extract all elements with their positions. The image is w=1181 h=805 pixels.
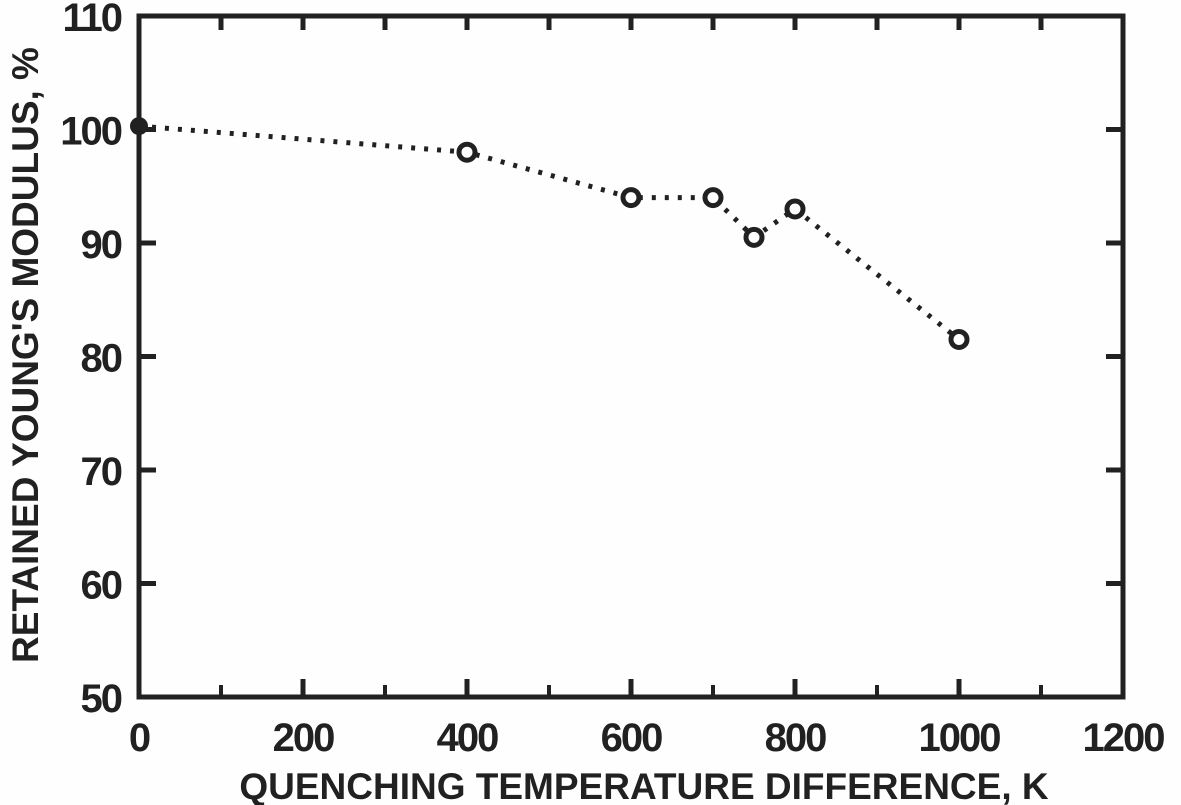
x-tick-label: 600 [601, 716, 662, 760]
y-tick-label: 90 [81, 223, 122, 267]
y-tick-label: 60 [81, 564, 122, 608]
data-series-line [138, 123, 961, 342]
y-axis-title: RETAINED YOUNG'S MODULUS, % [5, 47, 46, 663]
x-tick-label: 400 [437, 716, 498, 760]
x-tick-label: 0 [129, 716, 150, 760]
data-point-filled [130, 117, 148, 136]
plot-frame [136, 13, 1126, 700]
y-tick-label: 80 [81, 337, 122, 381]
y-tick-label: 110 [62, 0, 121, 40]
data-point-open [948, 328, 970, 350]
data-point-open [456, 141, 478, 163]
data-point-open [702, 187, 724, 209]
x-tick-label: 800 [765, 716, 826, 760]
y-tick-label: 100 [60, 110, 121, 154]
y-tick-label: 50 [81, 677, 122, 721]
data-point-open [620, 187, 642, 209]
x-tick-label: 1000 [919, 716, 1001, 760]
y-tick-label: 70 [81, 450, 122, 494]
x-tick-label: 200 [273, 716, 334, 760]
x-tick-label: 1200 [1083, 716, 1165, 760]
x-axis-title: QUENCHING TEMPERATURE DIFFERENCE, K [239, 766, 1049, 805]
data-point-open [784, 198, 806, 220]
data-point-open [743, 226, 765, 248]
